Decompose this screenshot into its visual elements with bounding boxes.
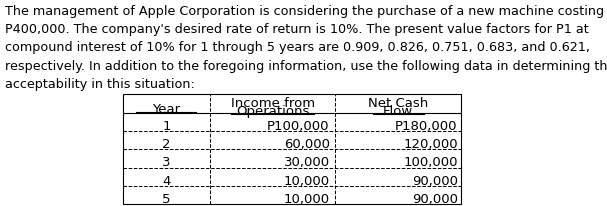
Text: P400,000. The company's desired rate of return is 10%. The present value factors: P400,000. The company's desired rate of … — [5, 23, 588, 36]
Text: 5: 5 — [162, 192, 171, 205]
Text: 10,000: 10,000 — [283, 192, 330, 205]
Text: 100,000: 100,000 — [403, 156, 458, 169]
Text: compound interest of 10% for 1 through 5 years are 0.909, 0.826, 0.751, 0.683, a: compound interest of 10% for 1 through 5… — [5, 41, 589, 54]
Text: 90,000: 90,000 — [412, 174, 458, 187]
Text: 1: 1 — [162, 119, 171, 132]
Text: 60,000: 60,000 — [283, 137, 330, 150]
Text: 3: 3 — [162, 156, 171, 169]
Text: respectively. In addition to the foregoing information, use the following data i: respectively. In addition to the foregoi… — [5, 59, 607, 72]
Text: 120,000: 120,000 — [403, 137, 458, 150]
Text: acceptability in this situation:: acceptability in this situation: — [5, 78, 194, 90]
Text: 4: 4 — [162, 174, 171, 187]
Text: Flow: Flow — [383, 104, 413, 117]
Text: P180,000: P180,000 — [395, 119, 458, 132]
Text: The management of Apple Corporation is considering the purchase of a new machine: The management of Apple Corporation is c… — [5, 5, 604, 18]
Text: Year: Year — [152, 103, 180, 116]
Text: Income from: Income from — [231, 97, 315, 110]
Text: P100,000: P100,000 — [267, 119, 330, 132]
Text: Net Cash: Net Cash — [368, 97, 429, 110]
Text: 10,000: 10,000 — [283, 174, 330, 187]
Text: 30,000: 30,000 — [283, 156, 330, 169]
Text: Operations: Operations — [236, 104, 310, 117]
Text: 2: 2 — [162, 137, 171, 150]
Text: 90,000: 90,000 — [412, 192, 458, 205]
